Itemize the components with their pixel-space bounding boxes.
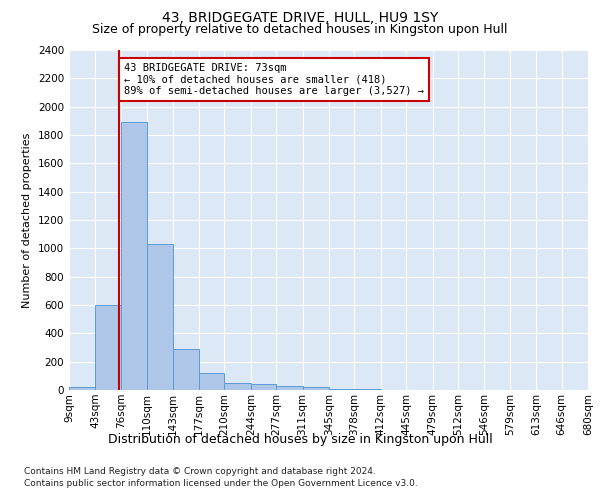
Bar bbox=[302, 387, 329, 390]
Text: 43, BRIDGEGATE DRIVE, HULL, HU9 1SY: 43, BRIDGEGATE DRIVE, HULL, HU9 1SY bbox=[162, 11, 438, 25]
Bar bbox=[224, 383, 251, 390]
Text: Size of property relative to detached houses in Kingston upon Hull: Size of property relative to detached ho… bbox=[92, 22, 508, 36]
Text: Distribution of detached houses by size in Kingston upon Hull: Distribution of detached houses by size … bbox=[107, 432, 493, 446]
Bar bbox=[147, 244, 173, 390]
Bar bbox=[251, 384, 276, 390]
Bar bbox=[121, 122, 147, 390]
Bar bbox=[173, 349, 199, 390]
Text: Contains HM Land Registry data © Crown copyright and database right 2024.: Contains HM Land Registry data © Crown c… bbox=[24, 468, 376, 476]
Bar bbox=[276, 386, 302, 390]
Bar bbox=[69, 387, 95, 390]
Text: Contains public sector information licensed under the Open Government Licence v3: Contains public sector information licen… bbox=[24, 479, 418, 488]
Text: 43 BRIDGEGATE DRIVE: 73sqm
← 10% of detached houses are smaller (418)
89% of sem: 43 BRIDGEGATE DRIVE: 73sqm ← 10% of deta… bbox=[124, 62, 424, 96]
Y-axis label: Number of detached properties: Number of detached properties bbox=[22, 132, 32, 308]
Bar bbox=[199, 373, 224, 390]
Bar bbox=[95, 305, 121, 390]
